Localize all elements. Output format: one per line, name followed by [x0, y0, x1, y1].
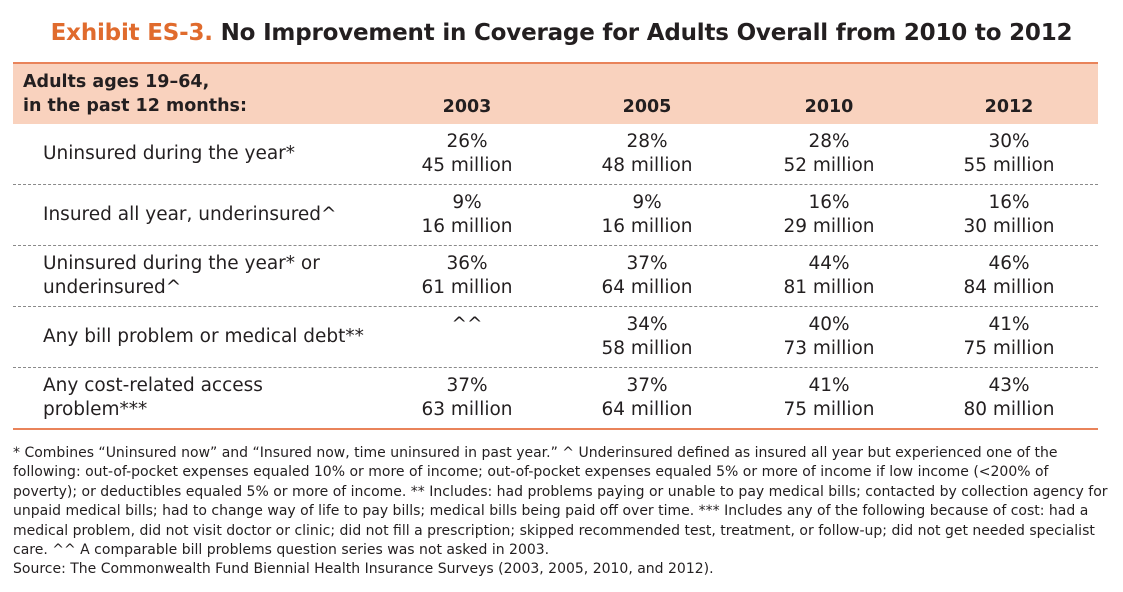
exhibit-number: Exhibit ES-3. — [50, 20, 213, 46]
cell-percent: 41% — [988, 314, 1030, 335]
year-header-2005: 2005 — [622, 97, 672, 117]
cell-percent: 37% — [446, 375, 488, 396]
cell-percent: 26% — [446, 131, 488, 152]
cell-millions: 64 million — [601, 399, 693, 420]
cell-millions: 63 million — [421, 399, 513, 420]
table-cell: 34% 58 million — [577, 313, 717, 361]
cell-percent: 40% — [808, 314, 850, 335]
cell-percent: 16% — [808, 192, 850, 213]
table-header: Adults ages 19–64, in the past 12 months… — [13, 64, 1098, 124]
table-cell: 37% 63 million — [397, 374, 537, 422]
table-cell: 16% 30 million — [939, 191, 1079, 239]
cell-millions: 16 million — [601, 216, 693, 237]
cell-percent: 46% — [988, 253, 1030, 274]
row-label: Uninsured during the year* or underinsur… — [43, 253, 320, 298]
table-cell: 44% 81 million — [759, 252, 899, 300]
table-cell: 41% 75 million — [939, 313, 1079, 361]
year-header-2010: 2010 — [804, 97, 854, 117]
cell-percent: 16% — [988, 192, 1030, 213]
table-row: Any cost-related access problem*** 37% 63… — [13, 368, 1098, 430]
cell-percent: 37% — [626, 375, 668, 396]
table-cell: 9% 16 million — [397, 191, 537, 239]
table-cell: 41% 75 million — [759, 374, 899, 422]
table-cell: 9% 16 million — [577, 191, 717, 239]
cell-percent: 30% — [988, 131, 1030, 152]
table-row: Any bill problem or medical debt** ^^ 34… — [13, 307, 1098, 368]
cell-millions: 55 million — [963, 155, 1055, 176]
footnotes: * Combines “Uninsured now” and “Insured … — [13, 444, 1113, 580]
cell-percent: 44% — [808, 253, 850, 274]
cell-millions: 75 million — [963, 338, 1055, 359]
table-cell: 37% 64 million — [577, 374, 717, 422]
cell-percent: 34% — [626, 314, 668, 335]
cell-millions: 48 million — [601, 155, 693, 176]
cell-millions: 16 million — [421, 216, 513, 237]
table-cell: 30% 55 million — [939, 130, 1079, 178]
cell-millions: 75 million — [783, 399, 875, 420]
cell-percent: 43% — [988, 375, 1030, 396]
table-cell: 37% 64 million — [577, 252, 717, 300]
table-row: Uninsured during the year* or underinsur… — [13, 246, 1098, 307]
cell-millions: 30 million — [963, 216, 1055, 237]
table-row: Uninsured during the year* 26% 45 million… — [13, 124, 1098, 185]
cell-millions: 81 million — [783, 277, 875, 298]
table-cell: ^^ — [397, 313, 537, 337]
cell-millions: 80 million — [963, 399, 1055, 420]
row-label: Uninsured during the year* — [43, 143, 296, 164]
row-label: Insured all year, underinsured^ — [43, 204, 337, 225]
table-cell: 28% 52 million — [759, 130, 899, 178]
exhibit-title: Exhibit ES-3. No Improvement in Coverage… — [0, 20, 1123, 46]
cell-millions: 58 million — [601, 338, 693, 359]
source-note: Source: The Commonwealth Fund Biennial H… — [13, 561, 714, 578]
cell-percent: 36% — [446, 253, 488, 274]
cell-percent: 37% — [626, 253, 668, 274]
cell-percent: 28% — [626, 131, 668, 152]
stub-header-line2: in the past 12 months: — [23, 96, 247, 116]
cell-percent: 9% — [452, 192, 482, 213]
cell-percent: 41% — [808, 375, 850, 396]
coverage-table: Adults ages 19–64, in the past 12 months… — [13, 62, 1098, 430]
cell-millions: 84 million — [963, 277, 1055, 298]
cell-millions: 52 million — [783, 155, 875, 176]
cell-millions: 29 million — [783, 216, 875, 237]
cell-millions: 45 million — [421, 155, 513, 176]
table-cell: 40% 73 million — [759, 313, 899, 361]
cell-percent: ^^ — [451, 314, 483, 335]
exhibit-title-text: No Improvement in Coverage for Adults Ov… — [220, 20, 1073, 46]
table-cell: 16% 29 million — [759, 191, 899, 239]
table-cell: 43% 80 million — [939, 374, 1079, 422]
table-cell: 26% 45 million — [397, 130, 537, 178]
table-row: Insured all year, underinsured^ 9% 16 mil… — [13, 185, 1098, 246]
footnote-text: * Combines “Uninsured now” and “Insured … — [13, 445, 1108, 559]
table-cell: 36% 61 million — [397, 252, 537, 300]
stub-header: Adults ages 19–64, in the past 12 months… — [23, 70, 247, 118]
cell-millions: 61 million — [421, 277, 513, 298]
table-cell: 28% 48 million — [577, 130, 717, 178]
cell-percent: 28% — [808, 131, 850, 152]
year-header-2003: 2003 — [442, 97, 492, 117]
stub-header-line1: Adults ages 19–64, — [23, 72, 210, 92]
cell-millions: 64 million — [601, 277, 693, 298]
year-header-2012: 2012 — [984, 97, 1034, 117]
table-cell: 46% 84 million — [939, 252, 1079, 300]
row-label: Any bill problem or medical debt** — [43, 326, 364, 347]
cell-millions: 73 million — [783, 338, 875, 359]
row-label: Any cost-related access problem*** — [43, 375, 263, 420]
cell-percent: 9% — [632, 192, 662, 213]
